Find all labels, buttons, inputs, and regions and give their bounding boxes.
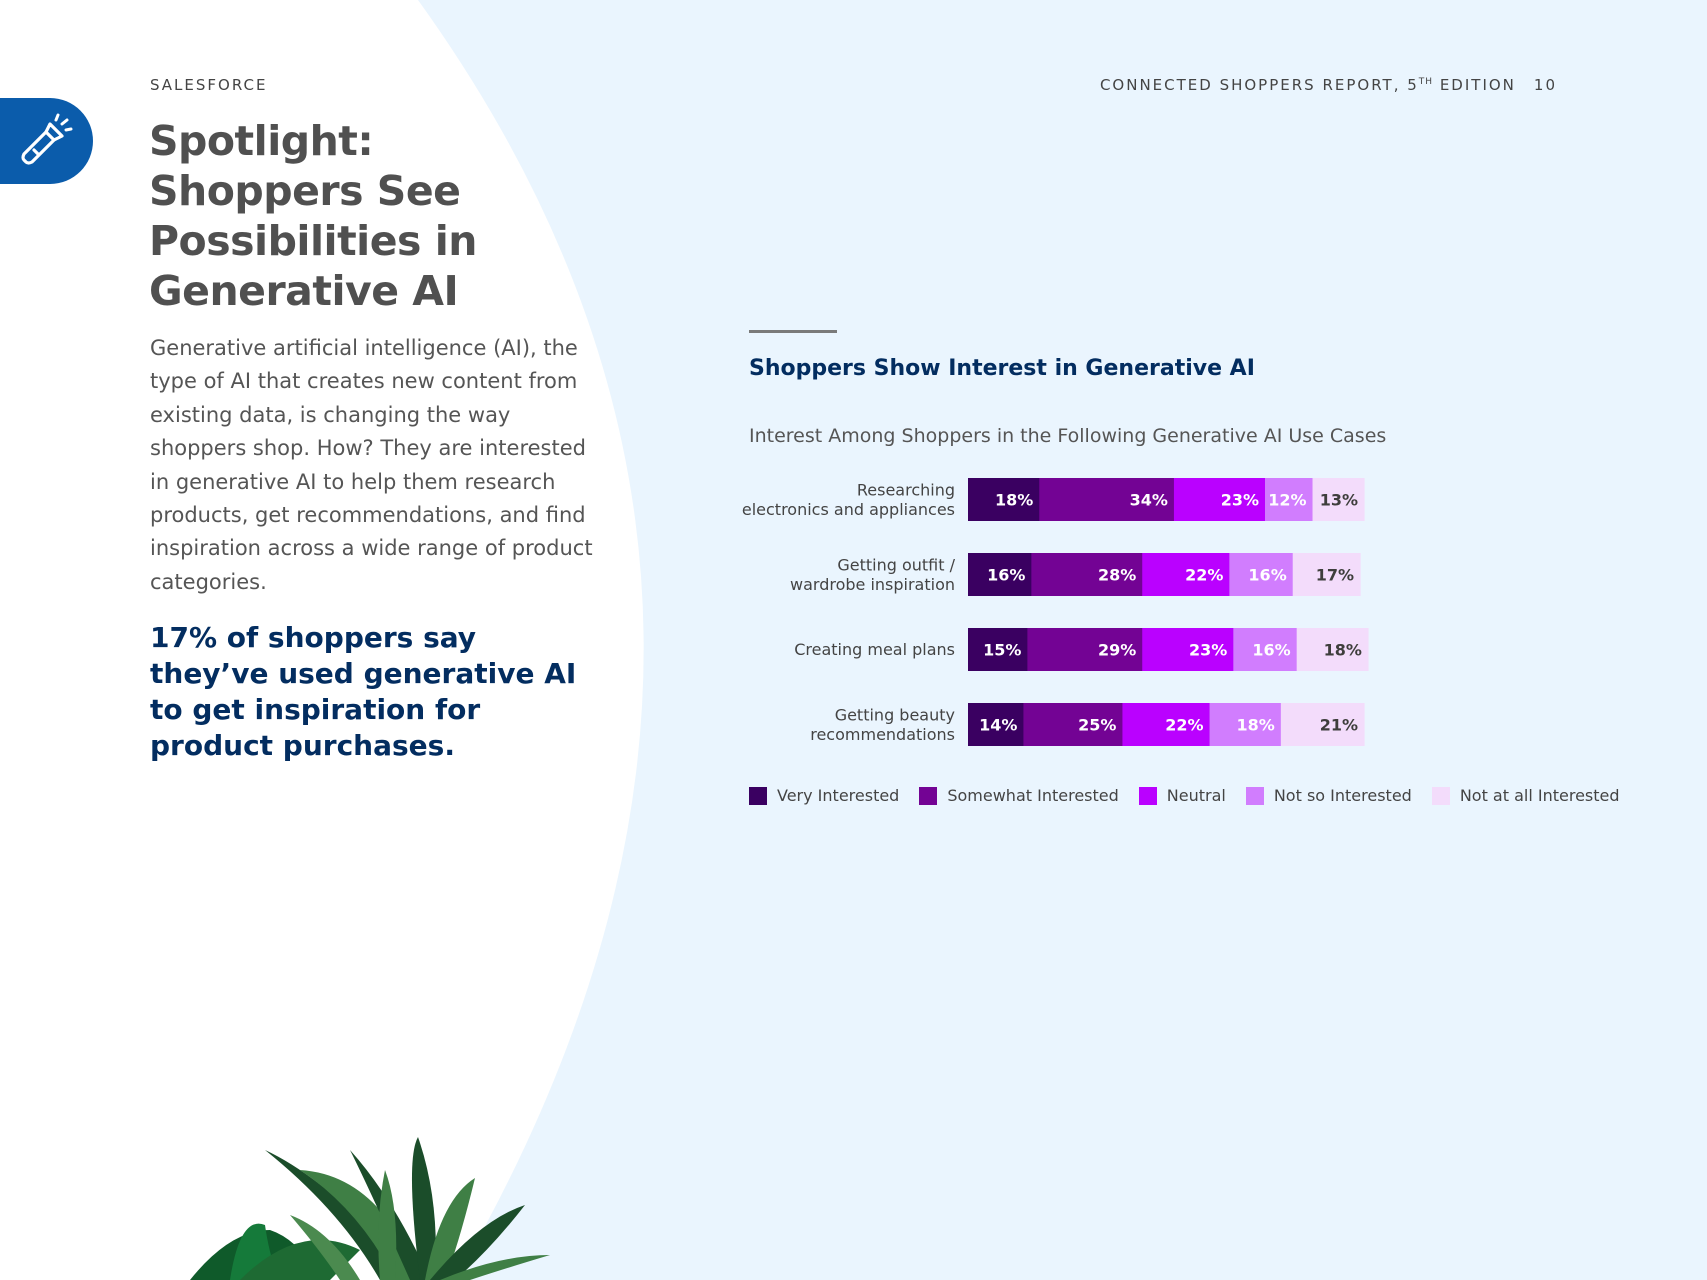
category-label: Getting beauty recommendations [810, 705, 955, 744]
stacked-bar-chart: Researching electronics and appliances 18%… [742, 478, 1369, 746]
bar-segment [1280, 703, 1365, 746]
data-label: 22% [1185, 566, 1223, 585]
bar-segment [968, 628, 1028, 671]
data-label: 23% [1189, 641, 1227, 660]
data-label: 16% [1252, 641, 1290, 660]
bar-segment [968, 703, 1025, 746]
bar-segment [1233, 628, 1298, 671]
bar-segment [1027, 628, 1143, 671]
legend-swatch [1431, 786, 1450, 805]
bar-segment [1039, 478, 1175, 521]
bar-segment [1229, 553, 1294, 596]
legend-label: Somewhat Interested [947, 786, 1119, 805]
legend-item: Somewhat Interested [919, 786, 1119, 805]
bar-segment [1173, 478, 1266, 521]
legend-label: Not at all Interested [1459, 786, 1620, 805]
section-divider [749, 330, 837, 333]
data-label: 14% [979, 716, 1017, 735]
data-label: 23% [1221, 491, 1259, 510]
legend-item: Not so Interested [1245, 786, 1412, 805]
report-title: CONNECTED SHOPPERS REPORT, 5TH EDITION [1099, 76, 1516, 94]
category-label: Getting outfit / wardrobe inspiration [790, 555, 956, 594]
page-number: 10 [1533, 76, 1557, 94]
brand-name: SALESFORCE [150, 76, 268, 94]
data-label: 22% [1165, 716, 1203, 735]
legend-label: Very Interested [777, 786, 900, 805]
data-label: 21% [1320, 716, 1358, 735]
flashlight-icon [21, 113, 73, 165]
bar-segment [1031, 553, 1143, 596]
chart-title: Shoppers Show Interest in Generative AI [749, 356, 1255, 381]
legend-swatch [919, 786, 938, 805]
bar-segment [1142, 553, 1230, 596]
data-label: 16% [1248, 566, 1286, 585]
bar-segment [1209, 703, 1282, 746]
white-arc-panel [0, 0, 644, 1280]
data-label: 15% [983, 641, 1021, 660]
report-header: CONNECTED SHOPPERS REPORT, 5TH EDITION 1… [1100, 76, 1557, 94]
data-label: 29% [1098, 641, 1136, 660]
data-label: 17% [1316, 566, 1354, 585]
legend-item: Very Interested [749, 786, 899, 805]
key-stat-callout: 17% of shoppers say they’ve used generat… [150, 621, 577, 762]
category-label: Researching electronics and appliances [742, 480, 955, 519]
legend-item: Neutral [1138, 786, 1226, 805]
data-label: 18% [1237, 716, 1275, 735]
bar-segment [1292, 553, 1361, 596]
data-label: 13% [1320, 491, 1358, 510]
legend-swatch [1138, 786, 1157, 805]
intro-paragraph: Generative artificial intelligence (AI),… [150, 336, 593, 594]
data-label: 34% [1130, 491, 1168, 510]
bar-segment [1122, 703, 1211, 746]
legend-swatch [1245, 786, 1264, 805]
category-label: Creating meal plans [794, 640, 955, 659]
spotlight-badge [0, 98, 93, 184]
bar-segment [1023, 703, 1124, 746]
data-label: 28% [1098, 566, 1136, 585]
bar-segment [968, 478, 1040, 521]
data-label: 16% [987, 566, 1025, 585]
bar-segment [1142, 628, 1234, 671]
bar-segment [1296, 628, 1369, 671]
bar-segment [1265, 478, 1314, 521]
data-label: 25% [1078, 716, 1116, 735]
chart-legend: Very Interested Somewhat Interested Neutra… [749, 786, 1640, 805]
page-title: Spotlight: Shoppers See Possibilities in… [149, 117, 477, 315]
legend-swatch [749, 786, 767, 805]
data-label: 18% [995, 491, 1033, 510]
legend-label: Neutral [1166, 786, 1226, 805]
bar-segment [1312, 478, 1365, 521]
chart-subtitle: Interest Among Shoppers in the Following… [749, 425, 1387, 447]
legend-item: Not at all Interested [1431, 786, 1620, 805]
bar-segment [968, 553, 1032, 596]
data-label: 12% [1268, 491, 1306, 510]
legend-label: Not so Interested [1273, 786, 1412, 805]
data-label: 18% [1324, 641, 1362, 660]
plant-illustration [190, 1137, 550, 1280]
